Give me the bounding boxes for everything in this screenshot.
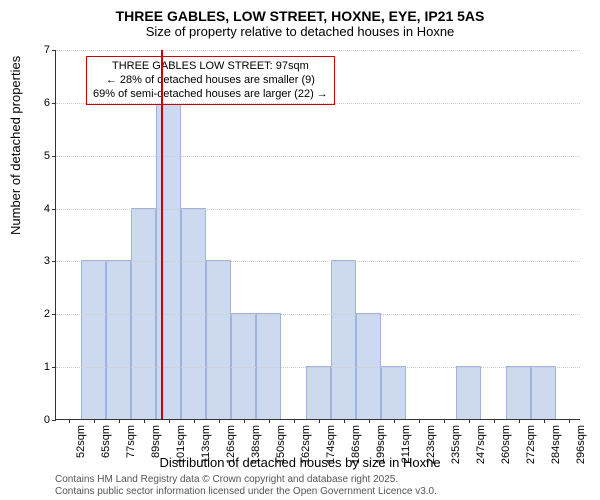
x-tick-mark xyxy=(194,419,195,423)
x-tick-mark xyxy=(269,419,270,423)
histogram-bar xyxy=(531,366,556,419)
x-tick-label: 65sqm xyxy=(98,425,112,458)
x-tick-label: 77sqm xyxy=(123,425,137,458)
histogram-bar xyxy=(206,260,231,419)
histogram-bar xyxy=(181,208,206,419)
histogram-bar xyxy=(331,260,356,419)
plot-area: THREE GABLES LOW STREET: 97sqm ← 28% of … xyxy=(55,50,580,420)
grid-line xyxy=(56,209,580,210)
x-tick-mark xyxy=(294,419,295,423)
y-tick-mark xyxy=(52,420,56,421)
footer-attribution: Contains HM Land Registry data © Crown c… xyxy=(55,474,437,498)
histogram-bar xyxy=(106,260,131,419)
chart-title-sub: Size of property relative to detached ho… xyxy=(0,24,600,39)
bars-group xyxy=(56,50,580,419)
x-tick-mark xyxy=(569,419,570,423)
annotation-line2: ← 28% of detached houses are smaller (9) xyxy=(93,74,328,88)
footer-line2: Contains public sector information licen… xyxy=(55,486,437,498)
y-axis-label: Number of detached properties xyxy=(8,56,23,235)
chart-title-main: THREE GABLES, LOW STREET, HOXNE, EYE, IP… xyxy=(0,8,600,24)
grid-line xyxy=(56,50,580,51)
footer-line1: Contains HM Land Registry data © Crown c… xyxy=(55,474,437,486)
x-tick-mark xyxy=(94,419,95,423)
grid-line xyxy=(56,314,580,315)
x-tick-mark xyxy=(169,419,170,423)
x-tick-mark xyxy=(494,419,495,423)
x-tick-mark xyxy=(344,419,345,423)
annotation-line3: 69% of semi-detached houses are larger (… xyxy=(93,88,328,102)
x-tick-mark xyxy=(519,419,520,423)
histogram-bar xyxy=(506,366,531,419)
histogram-bar xyxy=(256,313,281,419)
x-tick-mark xyxy=(319,419,320,423)
x-tick-mark xyxy=(419,419,420,423)
x-tick-mark xyxy=(69,419,70,423)
histogram-bar xyxy=(381,366,406,419)
x-tick-mark xyxy=(394,419,395,423)
x-tick-mark xyxy=(219,419,220,423)
x-axis-label: Distribution of detached houses by size … xyxy=(0,455,600,470)
grid-line xyxy=(56,261,580,262)
x-tick-mark xyxy=(544,419,545,423)
histogram-bar xyxy=(156,102,181,419)
x-tick-label: 52sqm xyxy=(73,425,87,458)
histogram-bar xyxy=(231,313,256,419)
histogram-bar xyxy=(356,313,381,419)
x-tick-mark xyxy=(119,419,120,423)
x-tick-mark xyxy=(244,419,245,423)
x-tick-label: 89sqm xyxy=(148,425,162,458)
histogram-bar xyxy=(81,260,106,419)
x-tick-mark xyxy=(369,419,370,423)
x-tick-mark xyxy=(469,419,470,423)
annotation-box: THREE GABLES LOW STREET: 97sqm ← 28% of … xyxy=(86,56,335,105)
histogram-bar xyxy=(131,208,156,419)
grid-line xyxy=(56,156,580,157)
histogram-bar xyxy=(456,366,481,419)
property-marker-line xyxy=(161,50,163,419)
title-block: THREE GABLES, LOW STREET, HOXNE, EYE, IP… xyxy=(0,0,600,39)
chart-container: THREE GABLES, LOW STREET, HOXNE, EYE, IP… xyxy=(0,0,600,500)
histogram-bar xyxy=(306,366,331,419)
x-tick-mark xyxy=(444,419,445,423)
x-tick-mark xyxy=(144,419,145,423)
grid-line xyxy=(56,103,580,104)
grid-line xyxy=(56,367,580,368)
annotation-line1: THREE GABLES LOW STREET: 97sqm xyxy=(93,60,328,74)
